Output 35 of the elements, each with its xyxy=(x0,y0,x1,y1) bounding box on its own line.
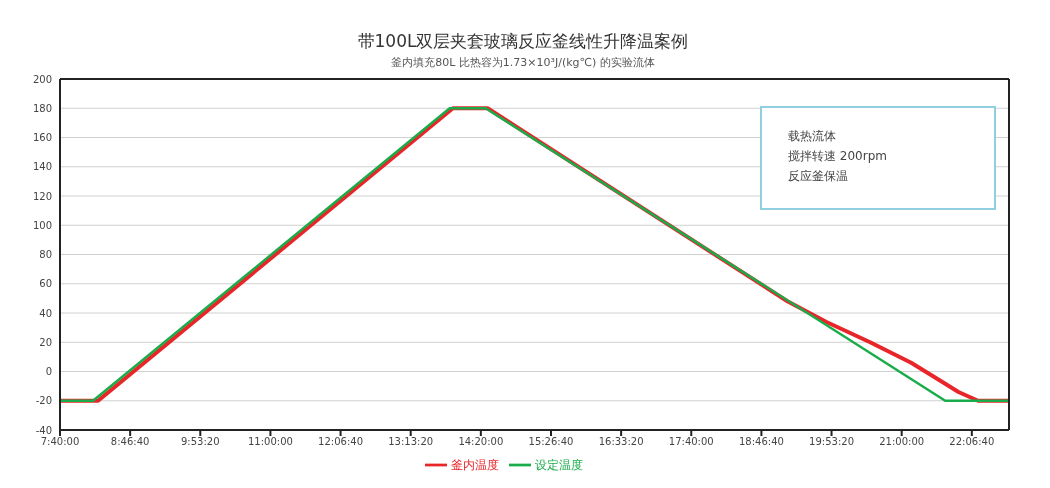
chart-title: 带100L双层夹套玻璃反应釜线性升降温案例 xyxy=(356,30,690,53)
note-box: 载热流体 搅拌转速 200rpm 反应釜保温 xyxy=(760,106,996,210)
annotation: 载热流体 xyxy=(788,128,837,145)
y-tick-label: 20 xyxy=(39,336,52,348)
x-tick-label: 9:53:20 xyxy=(181,436,220,448)
legend-label: 设定温度 xyxy=(535,457,583,472)
x-tick-label: 12:06:40 xyxy=(318,436,364,448)
x-tick-label: 16:33:20 xyxy=(598,436,644,448)
annotation: 搅拌转速 200rpm xyxy=(788,148,888,165)
annotation: 反应釜保温 xyxy=(788,168,849,185)
x-tick-label: 8:46:40 xyxy=(110,436,150,448)
y-tick-label: 180 xyxy=(32,102,52,114)
y-tick-label: 120 xyxy=(32,190,52,202)
y-tick-label: 160 xyxy=(32,132,52,144)
legend-label: 釜内温度 xyxy=(451,457,499,472)
y-tick-label: 0 xyxy=(45,366,52,378)
x-tick-label: 21:00:00 xyxy=(879,436,925,448)
y-tick-label: 100 xyxy=(32,219,52,231)
y-tick-label: 40 xyxy=(39,307,52,319)
x-tick-label: 18:46:40 xyxy=(738,436,784,448)
x-tick-label: 15:26:40 xyxy=(528,436,574,448)
y-tick-label: -40 xyxy=(35,424,52,436)
x-tick-label: 17:40:00 xyxy=(668,436,714,448)
y-tick-label: 60 xyxy=(39,278,52,290)
x-tick-label: 11:00:00 xyxy=(247,436,293,448)
y-tick-label: 140 xyxy=(32,161,52,173)
x-tick-label: 22:06:40 xyxy=(949,436,995,448)
x-tick-label: 7:40:00 xyxy=(40,436,80,448)
x-tick-label: 13:13:20 xyxy=(388,436,434,448)
y-tick-label: 80 xyxy=(39,249,52,261)
chart-subtitle: 釜内填充80L 比热容为1.73×10³J/(kg℃) 的实验流体 xyxy=(390,55,656,70)
x-tick-label: 14:20:00 xyxy=(458,436,504,448)
x-tick-label: 19:53:20 xyxy=(809,436,855,448)
y-tick-label: 200 xyxy=(32,73,52,85)
y-tick-label: -20 xyxy=(35,395,52,407)
